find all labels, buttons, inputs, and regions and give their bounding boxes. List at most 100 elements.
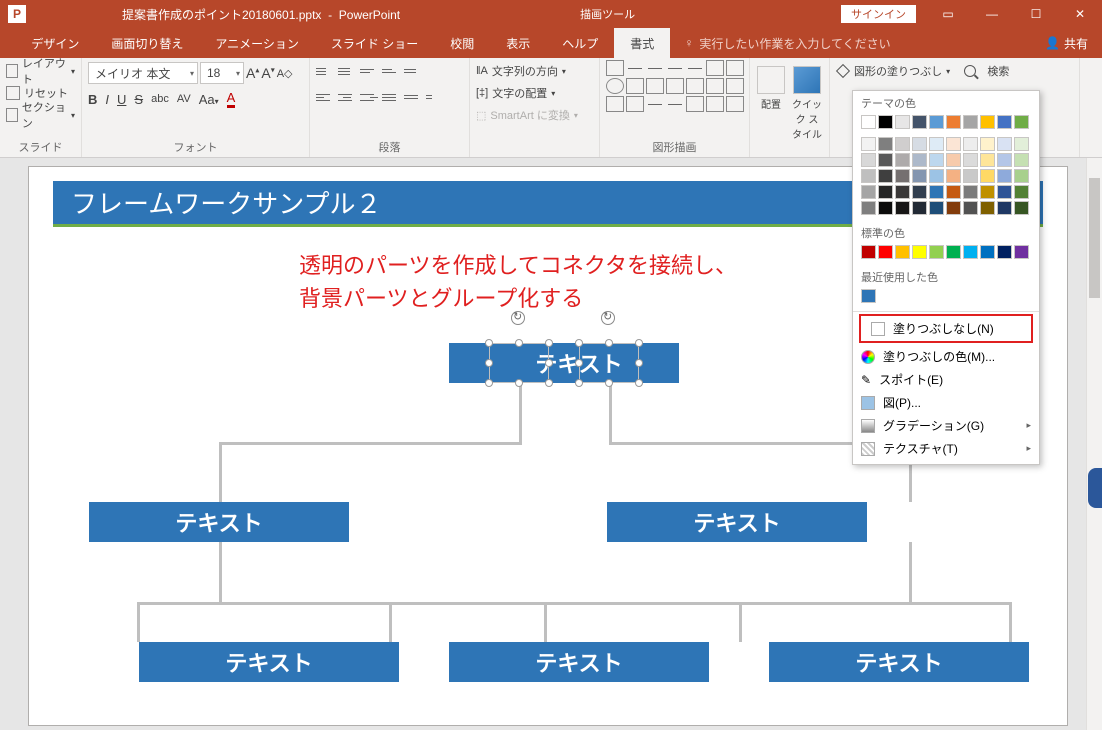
text-direction-button[interactable]: ‖A文字列の方向▾ [476,60,593,82]
recent-colors-row[interactable] [853,287,1039,309]
org-node-bot-right[interactable]: テキスト [769,642,1029,682]
group-slides: レイアウト▾ リセット セクション▾ スライド [0,58,82,157]
arrange-button[interactable]: 配置 [756,66,786,141]
theme-tints-grid[interactable] [853,135,1039,221]
gradient-icon [861,419,875,433]
underline-button[interactable]: U [117,92,126,107]
align-right-button[interactable] [360,88,378,106]
connector [1009,602,1012,642]
no-fill-item[interactable]: 塗りつぶしなし(N) [863,317,1029,340]
indent-dec-button[interactable] [360,62,378,80]
tab-help[interactable]: ヘルプ [546,28,614,58]
connector [219,602,389,605]
callout-text: 透明のパーツを作成してコネクタを接続し、 背景パーツとグループ化する [299,249,737,315]
quick-styles-button[interactable]: クイック スタイル [792,66,822,141]
signin-button[interactable]: サインイン [841,5,916,23]
bullets-button[interactable] [316,62,334,80]
picture-item[interactable]: 図(P)... [853,391,1039,414]
texture-icon [861,442,875,456]
tab-view[interactable]: 表示 [490,28,546,58]
group-drawing-styles: 配置 クイック スタイル [750,58,830,157]
rotation-handle-icon[interactable] [601,311,615,325]
italic-button[interactable]: I [105,92,109,107]
tab-review[interactable]: 校閲 [434,28,490,58]
connector [137,602,222,605]
side-tab-icon[interactable] [1088,468,1102,508]
highlight-box: 塗りつぶしなし(N) [859,314,1033,343]
close-button[interactable]: ✕ [1058,0,1102,28]
gradient-item[interactable]: グラデーション(G)▸ [853,414,1039,437]
vertical-scrollbar[interactable] [1086,158,1102,730]
group-text-arrange: ‖A文字列の方向▾ [‡]文字の配置▾ ⬚SmartArt に変換▾ [470,58,600,157]
distribute-button[interactable] [404,88,422,106]
selected-shape-right[interactable] [579,343,639,383]
tellme[interactable]: ♀実行したい作業を入力してください [684,28,890,58]
tab-transitions[interactable]: 画面切り替え [95,28,199,58]
shrink-font-button[interactable]: A▾ [261,65,274,81]
tab-slideshow[interactable]: スライド ショー [315,28,434,58]
strike-button[interactable]: S [134,92,143,107]
org-node-mid-right[interactable]: テキスト [607,502,867,542]
contextual-tool-label: 描画ツール [580,6,635,22]
connector [739,602,912,605]
indent-inc-button[interactable] [382,62,400,80]
bold-button[interactable]: B [88,92,97,107]
eyedropper-item[interactable]: ✎スポイト(E) [853,368,1039,391]
maximize-button[interactable]: ☐ [1014,0,1058,28]
text-align-button[interactable]: [‡]文字の配置▾ [476,82,593,104]
clear-format-button[interactable]: A◇ [277,67,293,80]
org-node-top[interactable]: テキスト [449,343,679,383]
picture-icon [861,396,875,410]
spacing-button[interactable]: AV [177,93,191,105]
search-button[interactable]: 検索 [987,63,1009,79]
shape-fill-button[interactable]: 図形の塗りつぶし▾ 検索 [836,60,1073,82]
numbering-button[interactable] [338,62,356,80]
rotation-handle-icon[interactable] [511,311,525,325]
font-name-combo[interactable]: メイリオ 本文▾ [88,62,198,84]
tab-design[interactable]: デザイン [15,28,95,58]
tab-file[interactable] [0,28,15,58]
standard-colors-row[interactable] [853,243,1039,265]
eyedropper-icon: ✎ [861,373,871,387]
org-node-mid-left[interactable]: テキスト [89,502,349,542]
selected-shape-left[interactable] [489,343,549,383]
window-titlebar: P 提案書作成のポイント20180601.pptx - PowerPoint 描… [0,0,1102,28]
tab-animations[interactable]: アニメーション [199,28,315,58]
connector [219,542,222,602]
ribbon-tabbar: デザイン 画面切り替え アニメーション スライド ショー 校閲 表示 ヘルプ 書… [0,28,1102,58]
share-button[interactable]: 👤共有 [1031,28,1102,58]
align-center-button[interactable] [338,88,356,106]
columns-button[interactable] [426,88,444,106]
font-color-button[interactable]: A [227,90,236,108]
align-left-button[interactable] [316,88,334,106]
ribbon-display-button[interactable]: ▭ [926,0,970,28]
theme-colors-row[interactable] [853,113,1039,135]
section-button[interactable]: セクション▾ [6,104,75,126]
layout-button[interactable]: レイアウト▾ [6,60,75,82]
connector [137,602,140,642]
org-node-bot-mid[interactable]: テキスト [449,642,709,682]
app-icon: P [8,5,26,23]
connector [389,602,547,605]
standard-colors-label: 標準の色 [853,221,1039,243]
theme-colors-label: テーマの色 [853,91,1039,113]
minimize-button[interactable]: — [970,0,1014,28]
smartart-convert-button[interactable]: ⬚SmartArt に変換▾ [476,104,593,126]
connector [609,382,612,442]
justify-button[interactable] [382,88,400,106]
group-shapes-gallery: 図形描画 [600,58,750,157]
case-button[interactable]: Aa▾ [199,92,219,107]
shape-gallery[interactable] [606,60,743,112]
connector [909,542,912,602]
font-size-combo[interactable]: 18▾ [200,62,244,84]
grow-font-button[interactable]: A▴ [246,65,259,81]
texture-item[interactable]: テクスチャ(T)▸ [853,437,1039,460]
more-fill-item[interactable]: 塗りつぶしの色(M)... [853,345,1039,368]
connector [389,602,392,642]
org-node-bot-left[interactable]: テキスト [139,642,399,682]
tab-format[interactable]: 書式 [614,28,670,58]
shadow-button[interactable]: abc [151,93,169,105]
connector [219,442,522,445]
connector [544,602,547,642]
line-spacing-button[interactable] [404,62,422,80]
